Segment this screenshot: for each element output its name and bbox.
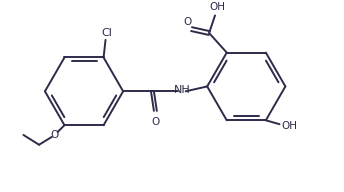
Text: NH: NH (173, 85, 190, 95)
Text: O: O (151, 117, 160, 127)
Text: O: O (51, 130, 59, 140)
Text: Cl: Cl (101, 28, 112, 38)
Text: O: O (183, 17, 192, 27)
Text: OH: OH (281, 121, 298, 131)
Text: OH: OH (209, 2, 225, 12)
